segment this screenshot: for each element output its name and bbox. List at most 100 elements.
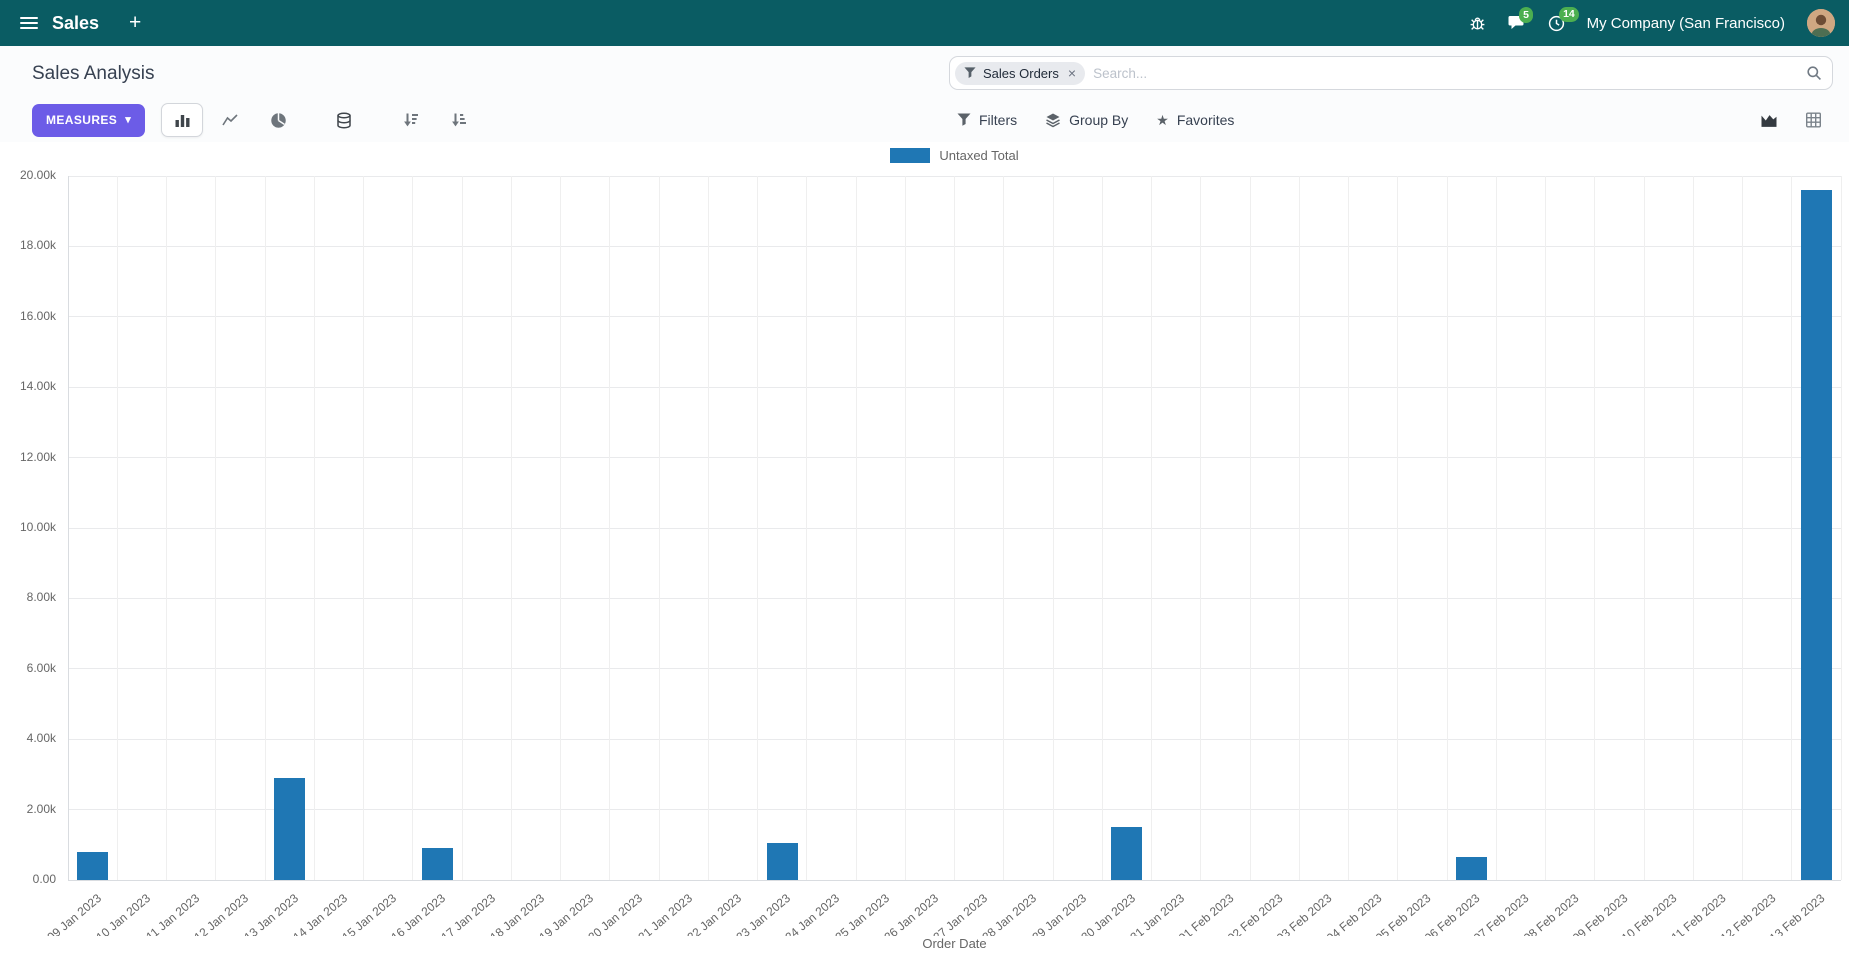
legend-swatch	[890, 147, 931, 163]
v-gridline	[1840, 176, 1842, 880]
group-by-label: Group By	[1069, 112, 1129, 128]
v-gridline	[166, 176, 167, 880]
measures-label: MEASURES	[46, 113, 118, 127]
company-menu[interactable]: My Company (San Francisco)	[1586, 14, 1785, 32]
user-avatar[interactable]	[1807, 9, 1835, 37]
caret-down-icon: ▾	[125, 113, 132, 126]
v-gridline	[461, 176, 463, 880]
activities-button[interactable]: 14	[1548, 6, 1580, 32]
systray: 5 14 My Company (San Francisco)	[1469, 6, 1835, 37]
v-gridline	[1545, 176, 1546, 880]
graph-view: Untaxed Total 0.00 2.00k 4.00k 6.00k 8.00k 10…	[0, 142, 1849, 958]
chart-bar	[274, 777, 306, 880]
y-tick-label: 10.00k	[19, 520, 56, 534]
graph-view-button[interactable]	[1749, 104, 1789, 137]
stacked-toggle-button[interactable]	[323, 103, 365, 137]
pivot-table-icon	[1805, 112, 1821, 128]
search-input[interactable]	[1093, 65, 1798, 81]
clock-icon	[1548, 15, 1564, 31]
v-gridline	[264, 176, 266, 880]
h-gridline	[68, 879, 1841, 881]
view-switcher	[1749, 104, 1833, 137]
new-menu-button[interactable]: +	[123, 5, 147, 41]
v-gridline	[1052, 176, 1054, 880]
messages-badge: 5	[1518, 7, 1534, 23]
v-gridline	[1692, 176, 1694, 880]
line-chart-button[interactable]	[209, 103, 251, 137]
favorites-dropdown[interactable]: ★ Favorites	[1156, 112, 1234, 128]
filter-funnel-icon	[964, 67, 976, 78]
filters-label: Filters	[979, 112, 1018, 128]
v-gridline	[363, 176, 364, 880]
v-gridline	[707, 176, 709, 880]
sort-ascending-button[interactable]	[437, 103, 479, 137]
v-gridline	[1495, 176, 1497, 880]
messages-button[interactable]: 5	[1508, 7, 1534, 31]
bar-chart-button[interactable]	[161, 103, 204, 137]
line-chart-icon	[222, 114, 238, 126]
search-options: Filters Group By ★ Favorites	[957, 112, 1234, 128]
debug-button[interactable]	[1469, 15, 1486, 32]
layers-icon	[1046, 113, 1060, 128]
x-axis-title: Order Date	[922, 936, 987, 951]
chart-bar	[421, 848, 453, 880]
v-gridline	[658, 176, 660, 880]
v-gridline	[806, 176, 808, 880]
chart-type-group	[161, 103, 479, 137]
star-icon: ★	[1156, 112, 1169, 128]
hamburger-icon	[20, 17, 38, 29]
sort-descending-button[interactable]	[389, 103, 431, 137]
v-gridline	[1397, 176, 1399, 880]
search-facet: Sales Orders ×	[955, 61, 1086, 85]
area-chart-icon	[1761, 114, 1777, 127]
v-gridline	[1348, 176, 1349, 880]
page-title: Sales Analysis	[32, 63, 155, 84]
v-gridline	[510, 176, 512, 880]
v-gridline	[215, 176, 217, 880]
y-tick-label: 8.00k	[26, 590, 56, 605]
y-tick-label: 14.00k	[19, 379, 56, 394]
favorites-label: Favorites	[1176, 112, 1235, 128]
y-tick-label: 0.00	[32, 872, 56, 886]
y-tick-label: 16.00k	[19, 308, 56, 323]
stacked-database-icon	[337, 112, 351, 128]
chart-legend[interactable]: Untaxed Total	[0, 142, 1849, 168]
pivot-view-button[interactable]	[1793, 104, 1833, 137]
filters-dropdown[interactable]: Filters	[957, 112, 1017, 128]
y-tick-label: 2.00k	[26, 801, 56, 816]
v-gridline	[412, 176, 414, 880]
pie-chart-button[interactable]	[257, 103, 299, 137]
control-panel: Sales Analysis Sales Orders × MEASURES ▾	[0, 46, 1849, 142]
v-gridline	[954, 176, 955, 880]
v-gridline	[757, 176, 758, 880]
pie-chart-icon	[270, 112, 286, 128]
v-gridline	[1446, 176, 1448, 880]
v-gridline	[1643, 176, 1645, 880]
v-gridline	[1151, 176, 1152, 880]
v-gridline	[1249, 176, 1251, 880]
chart-bar	[1800, 190, 1832, 880]
search-icon[interactable]	[1806, 65, 1822, 81]
v-gridline	[67, 176, 69, 880]
app-name[interactable]: Sales	[52, 12, 100, 33]
avatar-image	[1807, 9, 1835, 37]
chart-bar	[766, 843, 798, 880]
y-tick-label: 20.00k	[19, 168, 56, 182]
y-tick-label: 4.00k	[26, 731, 56, 746]
group-by-dropdown[interactable]: Group By	[1045, 112, 1128, 128]
sort-descending-icon	[403, 113, 418, 127]
bug-icon	[1470, 17, 1484, 30]
menu-toggle-button[interactable]	[14, 10, 44, 36]
v-gridline	[560, 176, 561, 880]
search-facet-label: Sales Orders	[983, 65, 1059, 81]
filters-funnel-icon	[957, 113, 971, 126]
legend-label: Untaxed Total	[939, 147, 1019, 163]
measures-button[interactable]: MEASURES ▾	[32, 103, 146, 137]
sort-ascending-icon	[451, 113, 466, 127]
facet-remove-button[interactable]: ×	[1067, 65, 1077, 81]
v-gridline	[904, 176, 906, 880]
chart-bar	[77, 851, 109, 880]
v-gridline	[1298, 176, 1300, 880]
v-gridline	[1742, 176, 1743, 880]
v-gridline	[1003, 176, 1005, 880]
